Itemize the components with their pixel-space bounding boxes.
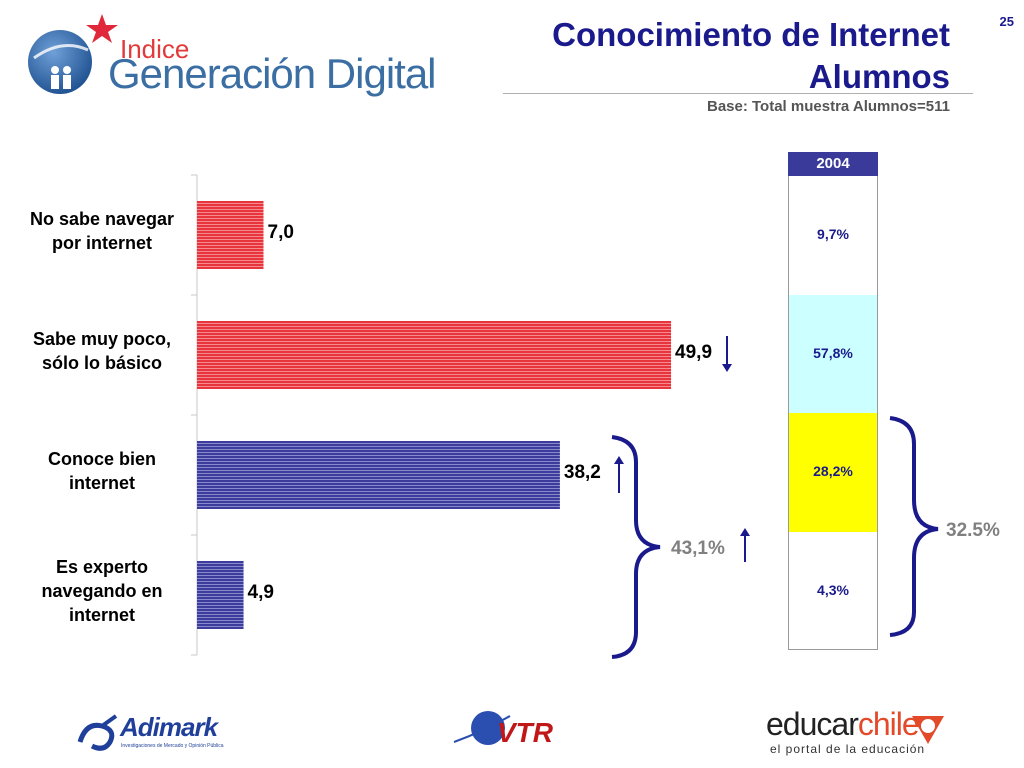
bar-value-label: 4,9 <box>247 582 274 603</box>
bar <box>197 561 244 629</box>
category-label-line: por internet <box>51 233 152 253</box>
educarchile-logo: educarchile <box>766 706 920 743</box>
stack-grouped-total-label: 32.5% <box>946 520 1000 541</box>
page-title: Conocimiento de Internet Alumnos <box>552 14 950 98</box>
category-label: Sabe muy poco, sólo lo básico <box>16 327 188 375</box>
category-label-line: Es experto <box>55 557 149 577</box>
stack-year-header: 2004 <box>788 152 878 176</box>
stack-segment-label: 9,7% <box>817 226 849 242</box>
category-label-line: Conoce bien <box>47 449 156 469</box>
bar <box>197 201 264 269</box>
vtr-logo: VTR <box>497 717 553 748</box>
title-divider <box>503 93 973 94</box>
category-label: No sabe navegar por internet <box>16 207 188 255</box>
adimark-logo-icon <box>77 714 118 751</box>
stack-segment-label: 4,3% <box>817 581 849 598</box>
bar <box>197 441 560 509</box>
category-label: Es experto navegando en internet <box>16 555 188 627</box>
chile-word: chile <box>857 706 920 742</box>
up-arrow-icon <box>614 456 624 493</box>
category-label: Conoce bien internet <box>16 447 188 495</box>
left-brace <box>611 435 661 659</box>
adimark-tagline: Investigaciones de Mercado y Opinión Púb… <box>121 743 224 749</box>
adimark-logo: Adimark <box>120 712 218 742</box>
educarchile-tagline: el portal de la educación <box>770 742 926 756</box>
bar-value-label: 49,9 <box>675 342 713 363</box>
down-arrow-icon <box>722 336 732 372</box>
stack-segment-label: 28,2% <box>813 463 853 479</box>
category-label-line: No sabe navegar <box>29 209 175 229</box>
title-line-2: Alumnos <box>808 58 950 95</box>
right-brace <box>889 416 939 637</box>
stack-segment <box>788 294 878 413</box>
stack-segment <box>788 531 878 650</box>
base-note: Base: Total muestra Alumnos=511 <box>706 98 950 115</box>
bar <box>197 321 672 389</box>
page-number: 25 <box>999 14 1014 29</box>
category-label-line: sólo lo básico <box>41 353 163 373</box>
stack-segment-label: 57,8% <box>813 344 853 361</box>
logo-small-text: Indice <box>120 34 190 64</box>
indice-generacion-digital-logo: Indice Generación Digital <box>0 0 470 110</box>
educar-word: educar <box>766 706 859 742</box>
stack-segment <box>788 176 878 295</box>
globe-star-icon <box>28 14 118 94</box>
educarchile-e-icon <box>912 716 944 744</box>
vtr-globe-icon <box>453 711 511 745</box>
bar-value-label: 7,0 <box>267 222 294 243</box>
category-label-line: navegando en <box>41 581 163 601</box>
logo-large-text: Generación Digital <box>108 50 437 97</box>
category-label-line: internet <box>68 605 135 625</box>
title-line-1: Conocimiento de Internet <box>552 16 950 53</box>
stack-segment <box>788 413 878 532</box>
category-label-line: Sabe muy poco, <box>32 329 172 349</box>
up-arrow-icon <box>740 528 750 562</box>
category-label-line: internet <box>68 473 135 493</box>
bar-value-label: 38,2 <box>563 462 601 483</box>
grouped-total-label: 43,1% <box>671 538 725 559</box>
